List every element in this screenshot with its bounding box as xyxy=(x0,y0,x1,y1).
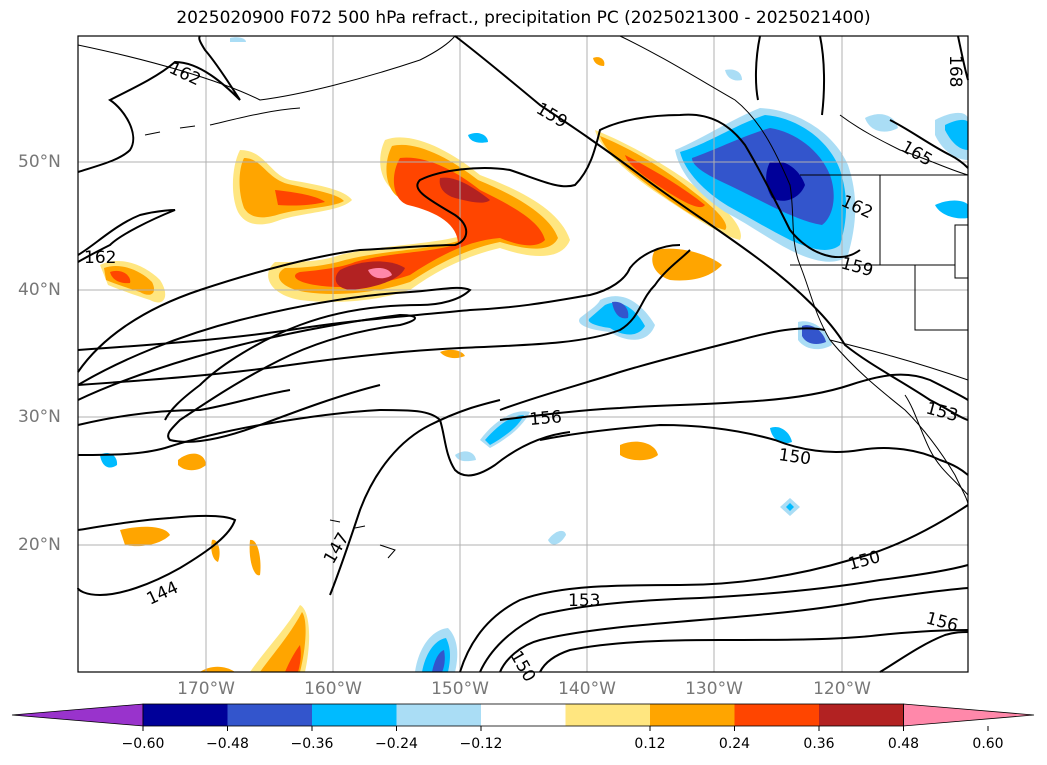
lon-label: 150°W xyxy=(431,679,489,699)
contour-label: 159 xyxy=(839,254,876,282)
precip-blob xyxy=(368,267,392,279)
precip-blob xyxy=(865,114,898,132)
colorbar-bin xyxy=(565,704,651,726)
colorbar-border xyxy=(142,703,904,727)
colorbar-bin xyxy=(819,704,904,726)
colorbar-bin xyxy=(650,704,735,726)
precip-blob xyxy=(945,119,968,150)
precip-blob xyxy=(285,645,301,672)
precip-blob xyxy=(275,190,325,206)
precip-blob xyxy=(439,177,490,203)
colorbar-bin xyxy=(481,704,566,726)
contour-label: 150 xyxy=(846,547,883,575)
precip-blob xyxy=(120,526,170,547)
lon-label: 120°W xyxy=(813,679,871,699)
lon-label: 170°W xyxy=(177,679,235,699)
precip-blob xyxy=(440,349,465,359)
colorbar-tick-label: 0.48 xyxy=(887,736,920,752)
colorbar-bin xyxy=(734,704,820,726)
precip-blob xyxy=(593,57,605,66)
precip-blob xyxy=(295,157,545,287)
colorbar-bin xyxy=(143,704,228,726)
colorbar-extend-high xyxy=(903,703,1035,727)
precip-blob xyxy=(802,325,826,344)
contour-label: 156 xyxy=(529,407,563,430)
map-frame xyxy=(77,35,969,673)
colorbar-tick-label: −0.24 xyxy=(375,736,418,752)
precip-blob xyxy=(455,451,476,462)
precip-blob xyxy=(335,261,405,290)
colorbar-bin xyxy=(227,704,313,726)
precip-blob xyxy=(766,161,805,201)
contour-label: 147 xyxy=(320,529,354,567)
precip-blob xyxy=(625,155,705,208)
precip-blob xyxy=(770,426,792,444)
contour-label: 168 xyxy=(945,55,965,87)
lat-label: 20°N xyxy=(18,535,61,555)
lon-label: 160°W xyxy=(304,679,362,699)
colorbar-tick-label: −0.60 xyxy=(121,736,165,752)
precip-blob xyxy=(652,248,722,281)
lat-label: 30°N xyxy=(18,407,61,427)
contour-label: 162 xyxy=(84,248,116,268)
precip-blob xyxy=(588,302,645,335)
colorbar xyxy=(11,703,1035,731)
colorbar-tick-label: −0.48 xyxy=(206,736,249,752)
precip-blob xyxy=(725,69,742,81)
lon-label: 130°W xyxy=(685,679,743,699)
colorbar-extend-low xyxy=(11,703,144,727)
precip-blob xyxy=(548,530,566,545)
precip-blob xyxy=(100,453,118,468)
refractivity-contours xyxy=(77,35,969,673)
contour-label: 153 xyxy=(924,399,961,427)
colorbar-tick-label: 0.12 xyxy=(634,736,666,752)
colorbar-tick-label: 0.24 xyxy=(718,736,751,752)
precip-blob xyxy=(485,415,524,445)
precip-blob xyxy=(249,539,261,576)
precip-blob xyxy=(935,200,968,219)
colorbar-tick-label: 0.60 xyxy=(972,736,1004,752)
precip-blob xyxy=(200,666,235,672)
coastlines xyxy=(77,35,969,559)
contour-label: 165 xyxy=(898,137,936,171)
colorbar-tick-label: −0.36 xyxy=(290,736,334,752)
positive-anomaly-shading xyxy=(100,57,741,672)
colorbar-bin xyxy=(396,704,482,726)
precip-blob xyxy=(786,503,794,511)
precip-blob xyxy=(620,441,658,461)
precip-blob xyxy=(468,132,488,143)
colorbar-tick-label: −0.12 xyxy=(459,736,503,752)
precip-blob xyxy=(432,650,445,672)
colorbar-tick-label: 0.36 xyxy=(803,736,835,752)
lat-label: 50°N xyxy=(18,152,61,172)
precip-blob xyxy=(178,453,206,471)
contour-label: 150 xyxy=(506,648,540,686)
contour-label: 153 xyxy=(568,591,600,611)
contour-label: 162 xyxy=(166,58,204,90)
figure-title: 2025020900 F072 500 hPa refract., precip… xyxy=(176,8,871,28)
contour-label: 150 xyxy=(777,445,812,469)
lon-label: 140°W xyxy=(558,679,616,699)
precip-blob xyxy=(612,301,629,319)
lat-label: 40°N xyxy=(18,280,61,300)
colorbar-bin xyxy=(312,704,397,726)
precip-blob xyxy=(230,37,246,42)
negative-anomaly-shading xyxy=(100,37,968,672)
graticule xyxy=(78,36,968,672)
precip-blob xyxy=(110,270,131,284)
